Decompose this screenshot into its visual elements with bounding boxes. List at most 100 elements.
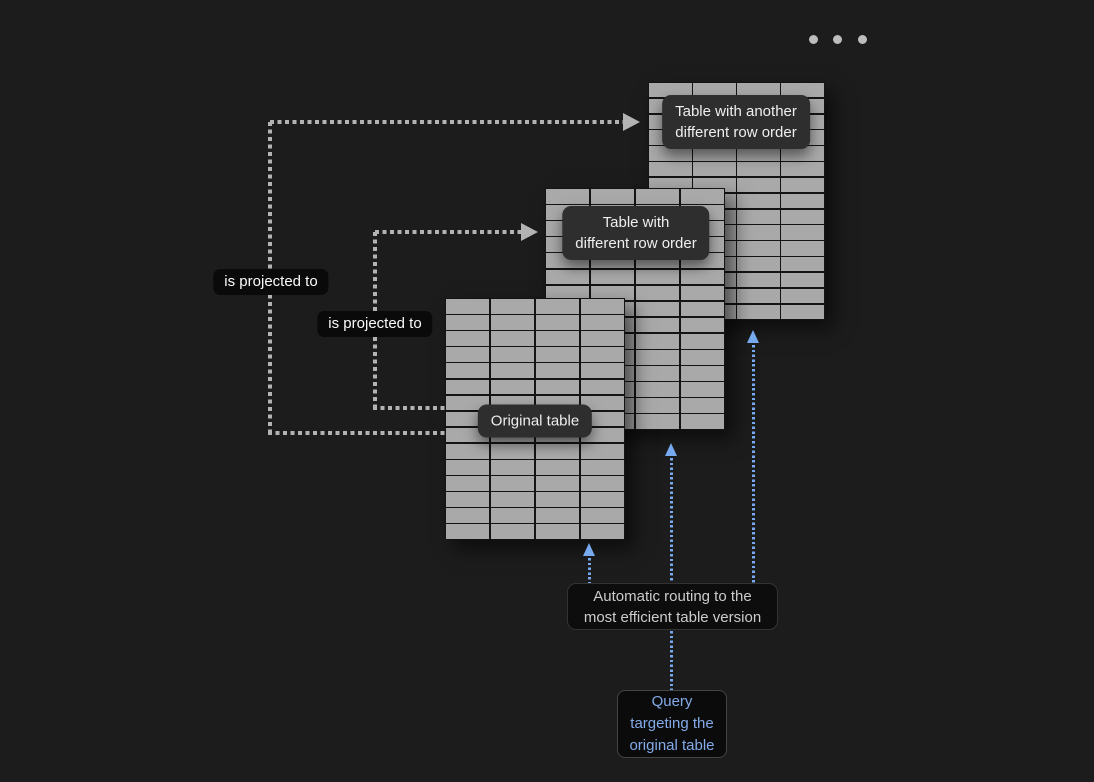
table-cell [535,443,580,459]
table-cell [635,317,680,333]
connector-inner-top [375,230,521,234]
table-cell [781,304,824,319]
table-cell [535,363,580,378]
routing-note: Automatic routing to the most efficient … [567,583,778,630]
table-cell [580,363,624,378]
table-cell [535,492,580,507]
table-cell [781,288,824,304]
table-cell [446,443,490,459]
table-cell [635,382,680,397]
arrow-up-icon [583,543,595,556]
query-to-routing-line [670,631,673,690]
table-cell [737,162,780,177]
table-cell [490,492,535,507]
table-cell [649,83,692,98]
table-cell [490,476,535,491]
table-cell [535,524,580,539]
table-cell [781,177,824,193]
edge-label-projected-inner: is projected to [317,311,433,337]
table-cell [781,241,824,256]
table-cell [580,347,624,362]
ellipsis-dot [858,35,867,44]
table-cell [580,331,624,346]
table-cell [446,331,490,346]
table-cell [680,350,724,365]
table-cell [490,524,535,539]
table-cell [737,209,780,224]
arrow-right-icon [623,113,640,131]
table-cell [781,193,824,209]
table-cell [580,492,624,507]
table-label-another: Table with another different row order [662,95,810,149]
edge-label-projected-outer: is projected to [213,269,329,295]
table-cell [446,363,490,378]
table-cell [490,299,535,314]
ellipsis-dot [809,35,818,44]
table-cell [546,285,590,301]
table-cell [580,524,624,539]
table-cell [446,524,490,539]
table-cell [490,331,535,346]
table-cell [737,288,780,304]
table-cell [680,333,724,349]
table-cell [590,269,635,285]
table-cell [446,460,490,475]
table-cell [535,460,580,475]
table-label-original: Original table [477,404,593,438]
ellipsis-dot [833,35,842,44]
table-cell [490,379,535,395]
arrow-right-icon [521,223,538,241]
table-label-different: Table with different row order [562,206,710,260]
table-cell [535,315,580,330]
table-cell [781,257,824,272]
table-cell [580,315,624,330]
routing-line-middle [670,458,673,583]
table-cell [535,379,580,395]
table-cell [546,189,590,204]
table-cell [693,146,736,161]
table-cell [635,285,680,301]
table-cell [693,83,736,98]
table-cell [635,269,680,285]
table-cell [693,162,736,177]
table-cell [635,414,680,429]
table-cell [590,285,635,301]
table-cell [680,414,724,429]
table-cell [446,508,490,523]
table-cell [737,225,780,240]
routing-line-original [588,558,591,583]
table-cell [490,443,535,459]
table-cell [580,443,624,459]
table-cell [535,508,580,523]
table-cell [446,347,490,362]
table-cell [580,476,624,491]
table-cell [580,427,624,443]
table-cell [635,350,680,365]
table-cell [490,347,535,362]
table-cell [781,83,824,98]
table-cell [446,395,490,411]
table-cell [446,315,490,330]
table-cell [680,398,724,413]
table-cell [680,382,724,397]
table-cell [590,189,635,204]
table-cell [781,146,824,161]
table-cell [490,315,535,330]
table-cell [635,333,680,349]
table-cell [446,379,490,395]
table-cell [535,331,580,346]
table-cell [680,269,724,285]
table-cell [680,366,724,381]
table-cell [535,347,580,362]
connector-outer-bottom [268,431,445,435]
table-cell [680,317,724,333]
table-cell [649,146,692,161]
table-cell [580,460,624,475]
table-cell [781,225,824,240]
table-cell [680,285,724,301]
arrow-up-icon [665,443,677,456]
table-cell [535,476,580,491]
table-cell [737,177,780,193]
table-cell [737,193,780,209]
